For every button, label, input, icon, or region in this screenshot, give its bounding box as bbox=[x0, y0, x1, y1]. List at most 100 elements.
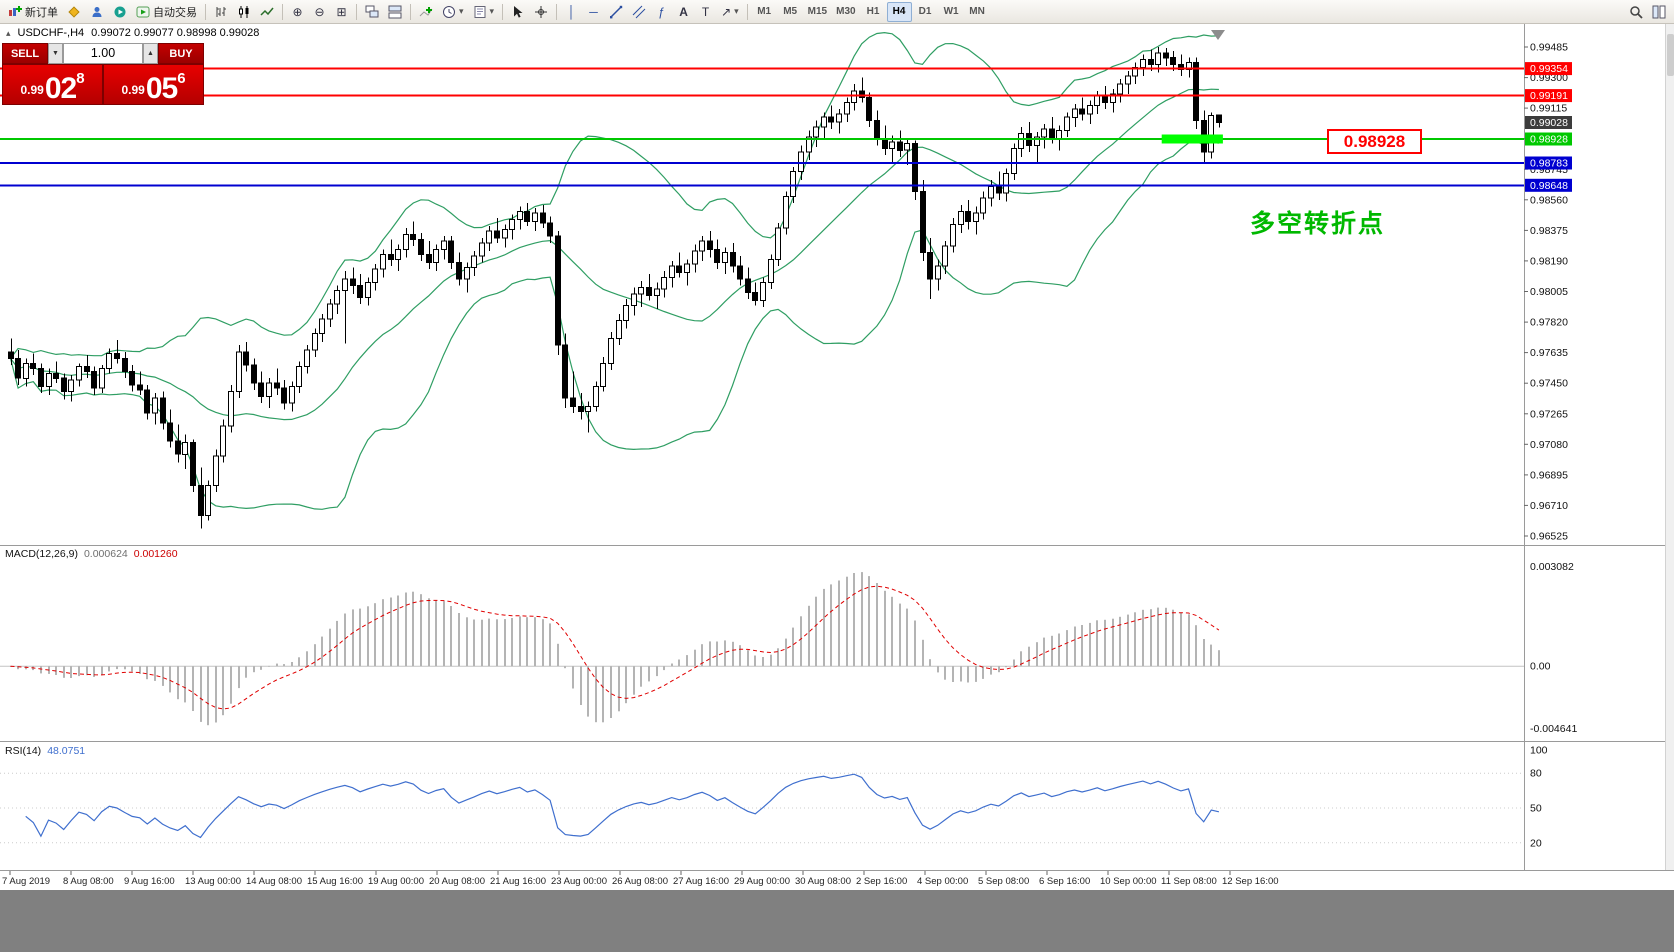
date-tick-label: 12 Sep 16:00 bbox=[1222, 876, 1279, 887]
volume-increase-button[interactable]: ▲ bbox=[143, 43, 158, 64]
sell-price-button[interactable]: 0.99 02 8 bbox=[2, 64, 103, 105]
cascade-windows-button[interactable] bbox=[361, 2, 383, 22]
search-icon bbox=[1629, 5, 1643, 19]
fibonacci-tool-button[interactable]: ƒ bbox=[651, 2, 672, 22]
trendline-tool-button[interactable] bbox=[605, 2, 627, 22]
timeframe-mn-button[interactable]: MN bbox=[965, 2, 990, 22]
one-click-toggle-icon[interactable]: ▴ bbox=[6, 27, 11, 38]
price-tick-label: 0.97450 bbox=[1530, 378, 1568, 390]
autotrading-label: 自动交易 bbox=[153, 6, 197, 19]
autotrading-play-icon bbox=[136, 5, 150, 19]
line-chart-mode-button[interactable] bbox=[256, 2, 278, 22]
timeframe-h1-button[interactable]: H1 bbox=[861, 2, 886, 22]
price-axis: 0.994850.993000.991150.989300.987450.985… bbox=[1524, 42, 1572, 543]
toolbar-separator bbox=[282, 3, 283, 20]
date-tick-label: 21 Aug 16:00 bbox=[490, 876, 546, 887]
sell-button[interactable]: SELL bbox=[2, 43, 48, 64]
label-tool-button[interactable]: T bbox=[695, 2, 716, 22]
rsi-axis-label: 20 bbox=[1530, 837, 1542, 849]
buy-price-button[interactable]: 0.99 05 6 bbox=[103, 64, 204, 105]
metaeditor-button[interactable] bbox=[63, 2, 85, 22]
rsi-axis-label: 100 bbox=[1530, 745, 1548, 757]
chevron-down-icon: ▾ bbox=[489, 6, 495, 16]
volume-field[interactable]: 1.00 bbox=[63, 43, 143, 64]
autotrading-button[interactable]: 自动交易 bbox=[132, 2, 201, 22]
price-level-badge-label: 0.98648 bbox=[1530, 180, 1568, 192]
one-click-trading-panel: SELL ▼ 1.00 ▲ BUY 0.99 02 8 0.99 05 6 bbox=[2, 43, 204, 105]
price-tick-label: 0.97820 bbox=[1530, 317, 1568, 329]
trendline-icon bbox=[609, 5, 623, 19]
layout-button[interactable] bbox=[1648, 2, 1670, 22]
chart-shift-marker[interactable] bbox=[1211, 30, 1225, 40]
timeframe-m1-button[interactable]: M1 bbox=[752, 2, 777, 22]
fibonacci-icon: ƒ bbox=[658, 4, 665, 19]
rsi-panel: 100 80 50 20 bbox=[0, 745, 1548, 849]
text-tool-button[interactable]: A bbox=[673, 2, 694, 22]
price-tick-label: 0.97635 bbox=[1530, 347, 1568, 359]
turning-point-annotation[interactable]: 多空转折点 bbox=[1250, 210, 1386, 238]
price-level-callout[interactable]: 0.98928 bbox=[1327, 129, 1422, 154]
date-axis: 7 Aug 2019 8 Aug 08:00 9 Aug 16:00 13 Aug 0… bbox=[2, 871, 1279, 887]
timeframe-w1-button[interactable]: W1 bbox=[939, 2, 964, 22]
new-order-icon bbox=[8, 5, 22, 19]
vertical-scrollbar[interactable] bbox=[1665, 24, 1674, 870]
date-tick-label: 15 Aug 16:00 bbox=[307, 876, 363, 887]
timeframe-m30-button[interactable]: M30 bbox=[832, 2, 859, 22]
bollinger-middle-band bbox=[10, 88, 1219, 421]
channel-tool-button[interactable] bbox=[628, 2, 650, 22]
timeframe-m5-button[interactable]: M5 bbox=[778, 2, 803, 22]
date-tick-label: 10 Sep 00:00 bbox=[1100, 876, 1157, 887]
buy-price-pip-digit: 6 bbox=[177, 70, 186, 87]
highlight-zone[interactable] bbox=[1161, 134, 1223, 144]
periods-button[interactable]: ▾ bbox=[438, 2, 468, 22]
main-toolbar: 新订单 自动交易 ⊕ ⊖ ⊞ ▾ ▾ │ ─ ƒ A T ↗ ▾ M1 M5 M1… bbox=[0, 0, 1674, 24]
timeframe-d1-button[interactable]: D1 bbox=[913, 2, 938, 22]
timeframe-h4-button[interactable]: H4 bbox=[886, 1, 912, 22]
volume-decrease-button[interactable]: ▼ bbox=[48, 43, 63, 64]
cursor-button[interactable] bbox=[507, 2, 529, 22]
date-tick-label: 30 Aug 08:00 bbox=[795, 876, 851, 887]
cursor-icon bbox=[511, 5, 525, 19]
strategy-tester-button[interactable] bbox=[109, 2, 131, 22]
bar-chart-mode-button[interactable] bbox=[210, 2, 232, 22]
price-tick-label: 0.98560 bbox=[1530, 194, 1568, 206]
buy-button[interactable]: BUY bbox=[158, 43, 204, 64]
date-tick-label: 6 Sep 16:00 bbox=[1039, 876, 1090, 887]
templates-button[interactable]: ▾ bbox=[469, 2, 499, 22]
candlestick-mode-button[interactable] bbox=[233, 2, 255, 22]
macd-main-value: 0.000624 bbox=[83, 548, 128, 560]
price-tick-label: 0.96895 bbox=[1530, 469, 1568, 481]
vertical-line-tool-button[interactable]: │ bbox=[561, 2, 582, 22]
main-chart-panel bbox=[0, 30, 1524, 529]
label-icon: T bbox=[701, 4, 710, 19]
tile-windows-button[interactable]: ⊞ bbox=[331, 2, 352, 22]
crosshair-button[interactable] bbox=[530, 2, 552, 22]
price-level-badge-label: 0.99028 bbox=[1530, 117, 1568, 129]
market-watch-button[interactable] bbox=[86, 2, 108, 22]
trade-panel-prices: 0.99 02 8 0.99 05 6 bbox=[2, 64, 204, 105]
horizontal-line-tool-button[interactable]: ─ bbox=[583, 2, 604, 22]
toolbar-separator bbox=[356, 3, 357, 20]
arrange-icon bbox=[388, 5, 402, 19]
line-chart-icon bbox=[260, 5, 274, 19]
price-tick-label: 0.97080 bbox=[1530, 439, 1568, 451]
scrollbar-thumb[interactable] bbox=[1667, 34, 1674, 76]
indicators-button[interactable] bbox=[415, 2, 437, 22]
search-button[interactable] bbox=[1625, 2, 1647, 22]
arrange-windows-button[interactable] bbox=[384, 2, 406, 22]
zoom-in-button[interactable]: ⊕ bbox=[287, 2, 308, 22]
price-tick-label: 0.98190 bbox=[1530, 255, 1568, 267]
bollinger-lower-band bbox=[9, 140, 1219, 510]
price-tick-label: 0.99115 bbox=[1530, 103, 1567, 115]
zoom-out-button[interactable]: ⊖ bbox=[309, 2, 330, 22]
horizontal-line-icon: ─ bbox=[589, 4, 598, 19]
chevron-down-icon: ▾ bbox=[459, 6, 464, 16]
macd-axis-zero-label: 0.00 bbox=[1530, 661, 1551, 673]
new-order-button[interactable]: 新订单 bbox=[4, 2, 62, 22]
timeframe-m15-button[interactable]: M15 bbox=[804, 2, 831, 22]
macd-signal-line bbox=[10, 585, 1220, 710]
toolbar-separator bbox=[205, 3, 206, 20]
chart-canvas[interactable]: 0.994850.993000.991150.989300.987450.985… bbox=[0, 24, 1674, 952]
zoom-out-icon: ⊖ bbox=[314, 4, 325, 19]
arrows-tool-button[interactable]: ↗ ▾ bbox=[717, 2, 743, 22]
